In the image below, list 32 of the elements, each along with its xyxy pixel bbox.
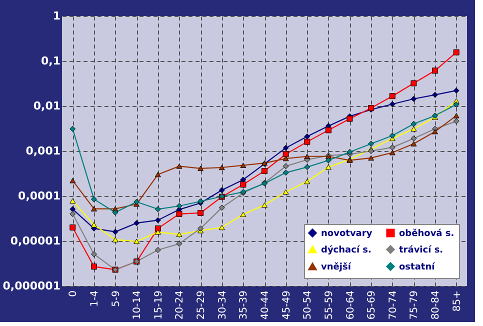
x-tick-label: 15-19 [153, 290, 164, 320]
x-tick-label: 35-39 [238, 290, 250, 320]
y-tick-label: 0,01 [33, 100, 60, 112]
x-tick-label: 25-29 [196, 290, 208, 320]
legend-label: novotvary [321, 228, 372, 239]
x-tick-label: 60-64 [345, 290, 356, 320]
x-tick-label: 30-34 [217, 290, 228, 320]
legend-label: ostatní [399, 262, 436, 272]
y-tick-label: 1 [52, 10, 60, 22]
x-tick-label: 85+ [452, 290, 463, 312]
y-tick-label: 0,00001 [10, 234, 60, 248]
legend-label: oběhová s. [399, 228, 454, 239]
x-tick-label: 1-4 [89, 290, 100, 307]
legend-label: trávicí s. [399, 244, 444, 256]
legend-label: vnější [321, 262, 352, 272]
x-tick-label: 65-69 [366, 290, 378, 320]
x-tick-label: 10-14 [132, 290, 144, 320]
x-tick-label: 45-49 [281, 290, 292, 320]
y-tick-label: 0,0001 [18, 190, 60, 202]
x-tick-label: 55-59 [324, 290, 335, 320]
x-tick-label: 75-79 [409, 290, 420, 320]
y-tick-label: 0,1 [41, 54, 60, 68]
x-tick-label: 80-84 [430, 290, 442, 320]
x-tick-label: 70-74 [388, 290, 399, 320]
x-tick-label: 0 [68, 290, 80, 297]
legend-label: dýchací s. [321, 244, 372, 256]
y-tick-label: 0,001 [26, 144, 60, 158]
y-tick-label: 0,000001 [2, 280, 60, 292]
x-tick-label: 5-9 [110, 290, 122, 307]
x-tick-label: 20-24 [174, 290, 186, 320]
x-tick-label: 40-44 [260, 290, 271, 320]
x-tick-label: 50-54 [302, 290, 314, 320]
